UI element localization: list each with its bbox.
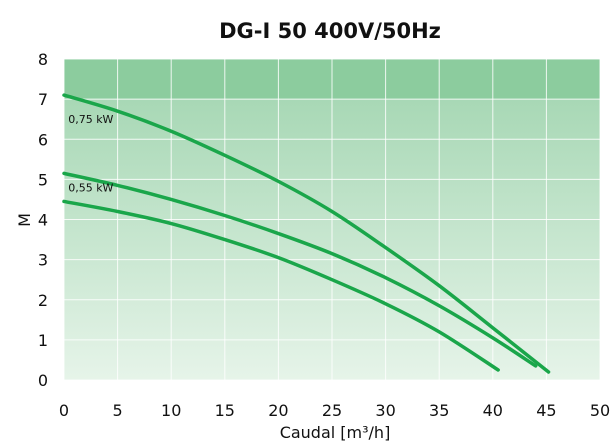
x-tick-label: 20 — [268, 401, 288, 420]
curve-labels: 0,75 kW 0,55 kW — [68, 113, 113, 194]
grid-lines — [63, 58, 601, 381]
x-tick-label: 5 — [113, 401, 123, 420]
x-tick-label: 50 — [590, 401, 610, 420]
x-tick-label: 30 — [375, 401, 395, 420]
x-tick-label: 35 — [429, 401, 449, 420]
curve-label-2: 0,55 kW — [68, 181, 113, 194]
y-tick-label: 4 — [38, 211, 48, 230]
x-tick-labels: 0 5 10 15 20 25 30 35 40 45 50 — [59, 401, 610, 420]
x-tick-label: 10 — [161, 401, 181, 420]
y-tick-label: 3 — [38, 251, 48, 270]
curve-series-1 — [62, 93, 551, 374]
y-tick-label: 8 — [38, 50, 48, 69]
x-tick-label: 15 — [215, 401, 235, 420]
curve-label-1: 0,75 kW — [68, 113, 113, 126]
chart-title: DG-I 50 400V/50Hz — [219, 19, 441, 43]
y-tick-label: 2 — [38, 291, 48, 310]
curves — [62, 93, 551, 374]
x-tick-label: 45 — [536, 401, 556, 420]
y-tick-label: 1 — [38, 331, 48, 350]
x-axis-label: Caudal [m³/h] — [280, 423, 391, 442]
x-tick-label: 40 — [483, 401, 503, 420]
x-tick-label: 0 — [59, 401, 69, 420]
y-tick-label: 5 — [38, 170, 48, 189]
y-tick-labels: 0 1 2 3 4 5 6 7 8 — [38, 50, 48, 390]
y-tick-label: 6 — [38, 130, 48, 149]
curve-series-3 — [62, 199, 500, 372]
y-tick-label: 7 — [38, 90, 48, 109]
curve-series-2 — [62, 171, 538, 368]
y-axis-label: M — [15, 213, 34, 227]
x-tick-label: 25 — [322, 401, 342, 420]
y-tick-label: 0 — [38, 371, 48, 390]
